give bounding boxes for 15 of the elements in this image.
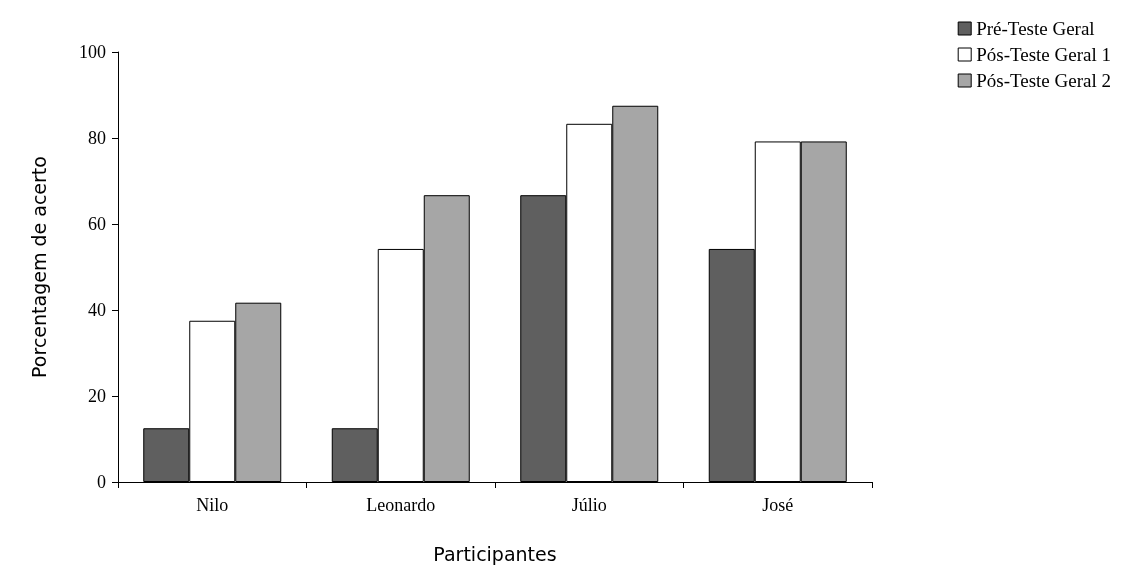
y-axis-title: Porcentagem de acerto: [27, 156, 50, 378]
y-tick-label: 40: [88, 300, 106, 320]
x-axis-title: Participantes: [433, 542, 557, 565]
x-tick-label: Júlio: [571, 495, 607, 515]
legend-label: Pós-Teste Geral 1: [976, 44, 1112, 65]
y-tick-label: 100: [79, 42, 106, 62]
y-tick-label: 0: [97, 472, 106, 492]
y-tick-label: 80: [88, 128, 106, 148]
y-tick-label: 60: [88, 214, 106, 234]
x-tick-label: Nilo: [196, 495, 229, 515]
legend-label: Pré-Teste Geral: [976, 18, 1095, 39]
y-tick-label: 20: [88, 386, 106, 406]
legend-label: Pós-Teste Geral 2: [976, 70, 1112, 91]
x-tick-label: José: [762, 495, 794, 515]
x-tick-label: Leonardo: [366, 495, 436, 515]
